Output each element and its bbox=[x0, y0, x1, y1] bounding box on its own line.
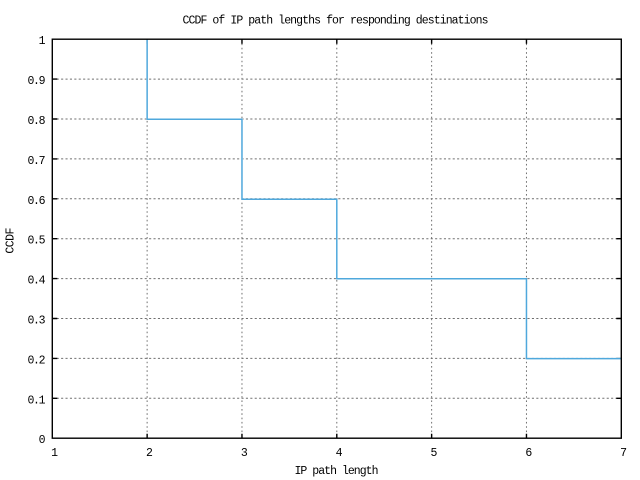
svg-text:1: 1 bbox=[51, 447, 58, 460]
svg-text:0.8: 0.8 bbox=[28, 115, 46, 128]
svg-text:3: 3 bbox=[241, 447, 248, 460]
svg-text:0.4: 0.4 bbox=[28, 275, 46, 288]
svg-text:0.6: 0.6 bbox=[28, 195, 46, 208]
svg-text:0.1: 0.1 bbox=[28, 394, 46, 407]
svg-text:0.7: 0.7 bbox=[28, 155, 46, 168]
svg-text:1: 1 bbox=[39, 35, 46, 48]
svg-text:CCDF of IP path lengths for re: CCDF of IP path lengths for responding d… bbox=[183, 15, 489, 28]
svg-text:0.9: 0.9 bbox=[28, 75, 46, 88]
svg-text:4: 4 bbox=[336, 447, 343, 460]
svg-text:6: 6 bbox=[525, 447, 532, 460]
svg-text:0: 0 bbox=[39, 434, 46, 447]
svg-text:0.2: 0.2 bbox=[28, 354, 46, 367]
svg-text:7: 7 bbox=[620, 447, 627, 460]
svg-text:CCDF: CCDF bbox=[5, 228, 18, 254]
svg-text:5: 5 bbox=[430, 447, 437, 460]
svg-text:0.5: 0.5 bbox=[28, 235, 46, 248]
svg-text:0.3: 0.3 bbox=[28, 315, 46, 328]
svg-text:IP path length: IP path length bbox=[295, 465, 379, 478]
svg-text:2: 2 bbox=[146, 447, 153, 460]
